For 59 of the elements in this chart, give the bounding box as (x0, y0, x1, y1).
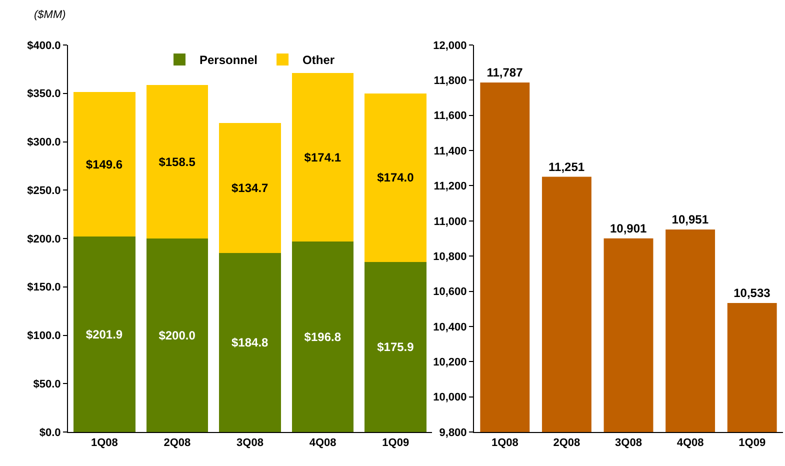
y-tick-label: 11,800 (434, 75, 467, 88)
data-label: $175.9 (377, 340, 414, 354)
data-label: $184.8 (231, 336, 269, 350)
bar (219, 253, 281, 432)
data-label: 10,533 (734, 286, 771, 300)
x-tick-label: 4Q08 (309, 437, 336, 450)
y-tick-label: 11,600 (434, 110, 467, 122)
bar (364, 93, 427, 262)
x-tick-label: 4Q08 (676, 437, 704, 450)
bar (364, 262, 427, 432)
legend-label: Personnel (200, 53, 258, 68)
y-tick-label: $300.0 (27, 136, 61, 149)
y-tick-label: $200.0 (27, 233, 61, 246)
y-tick-label: 11,000 (434, 216, 467, 228)
x-tick-label: 3Q08 (236, 437, 264, 450)
x-tick-label: 1Q08 (491, 437, 518, 450)
data-label: 11,251 (548, 160, 585, 174)
y-tick-label: 11,200 (434, 180, 467, 193)
bar (146, 238, 208, 432)
y-tick-label: 10,800 (433, 250, 467, 263)
data-label: $134.7 (231, 181, 269, 196)
y-axis-title: ($MM) (34, 9, 66, 21)
x-tick-label: 1Q09 (382, 437, 410, 450)
y-tick-label: 9,800 (439, 426, 467, 439)
data-label: 10,951 (672, 212, 709, 227)
data-label: $174.0 (377, 170, 414, 185)
y-tick-label: $150.0 (27, 282, 61, 294)
y-tick-label: 10,200 (433, 356, 467, 368)
y-tick-label: 10,600 (433, 286, 467, 298)
x-tick-label: 1Q09 (738, 437, 766, 450)
y-tick-label: $250.0 (27, 184, 61, 197)
y-tick-label: $0.0 (39, 426, 61, 439)
data-label: 10,901 (610, 221, 648, 236)
bar (292, 73, 354, 242)
data-label: $174.1 (304, 150, 342, 164)
data-label: $200.0 (158, 328, 196, 342)
y-tick-label: $400.0 (27, 40, 61, 52)
x-tick-label: 2Q08 (164, 437, 191, 450)
x-tick-label: 2Q08 (553, 437, 580, 450)
bar (219, 122, 281, 254)
y-tick-label: $50.0 (33, 378, 61, 390)
bar (73, 236, 136, 432)
data-label: 11,787 (486, 65, 524, 80)
legend-label: Other (302, 53, 335, 68)
y-tick-label: 10,000 (433, 392, 467, 404)
bar (146, 85, 208, 238)
y-tick-label: $100.0 (27, 330, 61, 342)
y-tick-label: 10,400 (433, 321, 467, 334)
data-label: $196.8 (304, 330, 342, 344)
y-tick-label: $350.0 (27, 88, 61, 100)
bar (73, 92, 136, 237)
y-tick-label: 11,400 (434, 145, 467, 158)
data-label: $158.5 (158, 154, 196, 169)
x-tick-label: 3Q08 (615, 437, 642, 450)
bar (292, 242, 354, 432)
data-label: $201.9 (86, 327, 123, 342)
data-label: $149.6 (86, 157, 123, 172)
y-tick-label: 12,000 (433, 40, 467, 52)
x-tick-label: 1Q08 (90, 437, 118, 450)
